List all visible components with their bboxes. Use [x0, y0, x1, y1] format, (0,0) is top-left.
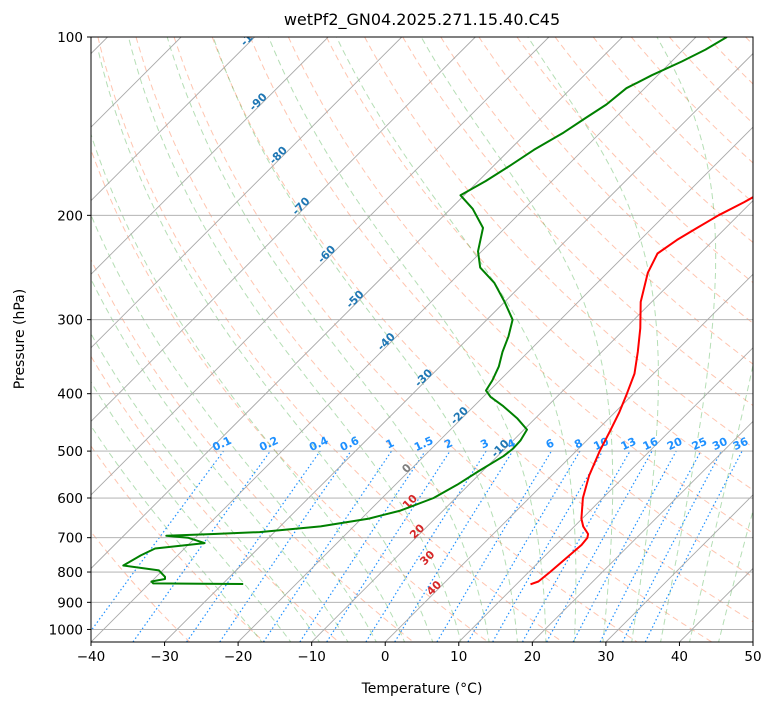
- x-tick-label: −20: [224, 649, 253, 665]
- isotherm-line: [91, 37, 403, 349]
- dry-adiabat-line: [97, 37, 563, 642]
- x-axis-ticks: −40 −30 −20 −10 0 10 20 30 40 50: [77, 642, 762, 665]
- dry-adiabat-line: [592, 37, 753, 204]
- y-tick-label: 1000: [49, 622, 83, 638]
- isotherm-line: [91, 37, 550, 496]
- y-tick-label: 200: [57, 208, 83, 224]
- moist-adiabat-line: [91, 425, 263, 642]
- x-tick-label: 20: [524, 649, 541, 665]
- dry-adiabat-line: [173, 37, 713, 642]
- dry-adiabat-line: [554, 37, 753, 244]
- x-axis-title: Temperature (°C): [361, 681, 483, 697]
- isotherm-line: [384, 273, 753, 642]
- dry-adiabat-line: [249, 37, 753, 578]
- isotherm-line: [91, 37, 255, 202]
- isotherm-line: [458, 347, 753, 642]
- isotherm-line: [532, 420, 753, 642]
- x-tick-label: −30: [150, 649, 179, 665]
- mixing-ratio-line: [186, 450, 321, 642]
- temperature-profile-line: [530, 196, 753, 586]
- plot-frame: [90, 36, 754, 643]
- x-tick-label: 0: [381, 649, 390, 665]
- isotherm-line: [91, 37, 329, 275]
- y-tick-label: 100: [57, 30, 83, 46]
- plot-area: -100-90-80-70-60-50-40-30-20-10010203040…: [91, 20, 753, 642]
- isotherm-line: [91, 37, 697, 642]
- chart-title: wetPf2_GN04.2025.271.15.40.C45: [284, 10, 560, 30]
- moist-adiabat-line: [91, 278, 349, 642]
- isotherm-line: [91, 37, 476, 422]
- mixing-ratio-line: [326, 450, 451, 642]
- y-tick-label: 900: [57, 595, 83, 611]
- mixing-ratio-line: [132, 450, 271, 642]
- y-tick-label: 400: [57, 387, 83, 403]
- isotherm-line: [164, 52, 753, 642]
- y-axis-ticks: 100 200 300 400 500 600 700 800 900 1000: [49, 30, 91, 638]
- y-tick-label: 800: [57, 565, 83, 581]
- mixing-ratio-lines: [91, 450, 743, 642]
- y-axis-title: Pressure (hPa): [12, 289, 28, 389]
- mixing-ratio-label: 25: [690, 435, 709, 453]
- dewpoint-profile-line: [122, 37, 728, 585]
- isotherm-line: [605, 494, 753, 642]
- mixing-ratio-line: [644, 450, 743, 642]
- dry-adiabat-label: -100: [238, 20, 267, 49]
- dry-adiabat-line: [91, 355, 340, 642]
- mixing-ratio-label: 20: [665, 435, 685, 453]
- x-tick-label: 30: [597, 649, 614, 665]
- dry-adiabat-line: [211, 37, 753, 623]
- mixing-ratio-line: [219, 450, 352, 642]
- pressure-gridlines: [91, 37, 753, 630]
- dry-adiabat-line: [91, 258, 414, 642]
- y-tick-label: 600: [57, 491, 83, 507]
- mixing-ratio-line: [394, 450, 514, 642]
- mixing-ratio-line: [91, 450, 224, 632]
- y-tick-label: 700: [57, 531, 83, 547]
- x-tick-label: 10: [450, 649, 467, 665]
- mixing-ratio-line: [572, 450, 677, 642]
- x-tick-label: 40: [671, 649, 688, 665]
- mixing-ratio-line: [521, 450, 631, 642]
- mixing-ratio-line: [546, 450, 653, 642]
- isotherm-line: [311, 200, 753, 642]
- mixing-ratio-line: [299, 450, 426, 642]
- isotherm-line: [237, 126, 753, 642]
- isotherm-line: [91, 37, 623, 570]
- profile-series: [122, 37, 753, 586]
- moist-adiabat-line: [91, 332, 321, 642]
- dry-adiabat-line: [326, 37, 753, 491]
- mixing-ratio-line: [262, 450, 392, 642]
- moist-adiabat-line: [91, 213, 377, 642]
- moist-adiabat-line: [91, 132, 406, 642]
- mixing-ratio-label: 13: [619, 435, 638, 453]
- isotherms: [91, 37, 753, 642]
- moist-adiabat-line: [91, 381, 292, 642]
- dry-adiabat-line: [135, 37, 638, 642]
- x-tick-label: 50: [744, 649, 761, 665]
- x-tick-label: −40: [77, 649, 106, 665]
- mixing-ratio-label: 36: [731, 435, 751, 453]
- x-tick-label: −10: [297, 649, 326, 665]
- dry-adiabat-line: [91, 445, 265, 642]
- y-tick-label: 500: [57, 444, 83, 460]
- dry-adiabat-line: [402, 37, 753, 407]
- mixing-ratio-label: 30: [710, 435, 730, 453]
- dry-adiabat-line: [440, 37, 753, 365]
- mixing-ratio-label: 16: [641, 435, 661, 453]
- dry-adiabat-line: [91, 148, 489, 642]
- y-tick-label: 300: [57, 313, 83, 329]
